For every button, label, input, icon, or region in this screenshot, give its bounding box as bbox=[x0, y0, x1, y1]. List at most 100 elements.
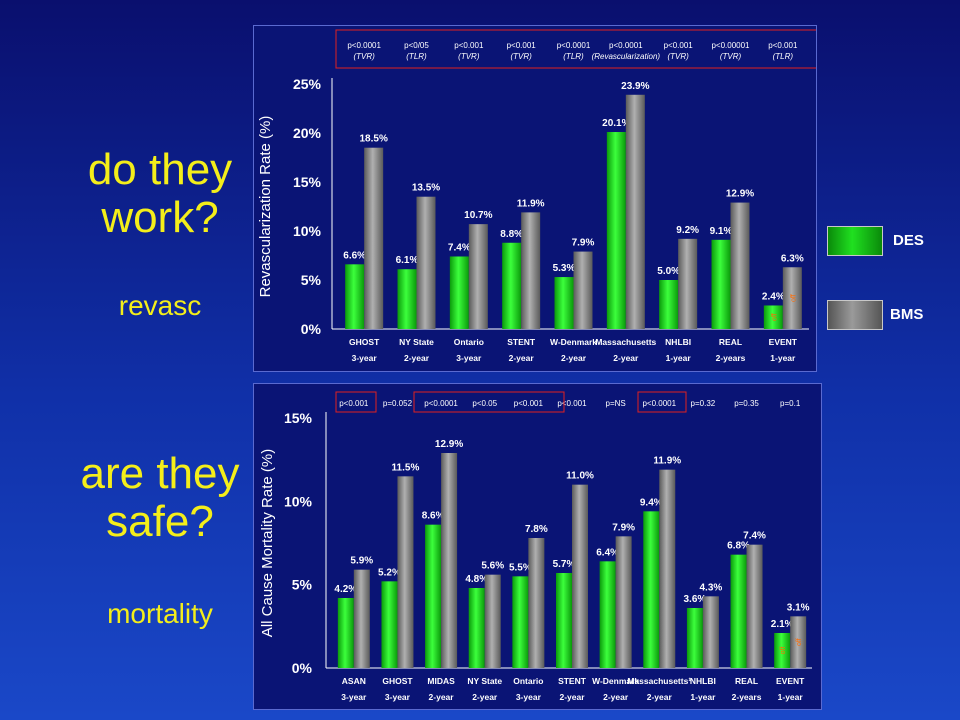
bar-value-label: 8.6% bbox=[422, 511, 445, 522]
x-period-label: 1-year bbox=[666, 353, 692, 363]
p-value-label: p<0.00001 bbox=[711, 41, 750, 50]
x-period-label: 2-year bbox=[603, 692, 629, 702]
bar-value-label: 20.1% bbox=[602, 118, 630, 129]
x-category-label: NHLBI bbox=[665, 337, 691, 347]
p-value-label: p<0.0001 bbox=[609, 41, 643, 50]
bar-value-label: 9.1% bbox=[710, 226, 733, 237]
p-value-label: p<0/05 bbox=[404, 41, 429, 50]
bar-des bbox=[556, 573, 572, 668]
bar-bms bbox=[364, 147, 384, 329]
p-value-highlight-box bbox=[413, 391, 565, 413]
p-value-note: (TVR) bbox=[458, 52, 480, 61]
bar-des bbox=[599, 561, 616, 668]
p-value-note: (TLR) bbox=[773, 52, 794, 61]
bar-value-label: 7.4% bbox=[448, 242, 471, 253]
x-category-label: EVENT bbox=[769, 337, 798, 347]
x-period-label: 3-year bbox=[385, 692, 411, 702]
p-value-label: p<0.001 bbox=[664, 41, 694, 50]
bar-value-label: 7.9% bbox=[572, 238, 595, 249]
bar-value-label: 5.2% bbox=[378, 567, 401, 578]
p-value-highlight-box bbox=[335, 391, 377, 413]
bar-des bbox=[774, 633, 791, 668]
y-tick-label: 0% bbox=[301, 321, 322, 337]
p-value-label: p<0.0001 bbox=[424, 399, 458, 408]
legend-swatch-bms bbox=[827, 300, 883, 330]
bar-value-label: 7.4% bbox=[743, 531, 766, 542]
x-period-label: 2-year bbox=[404, 353, 430, 363]
revasc-label: revasc bbox=[118, 290, 202, 321]
p-value-highlight-box bbox=[637, 391, 687, 413]
bar-value-label: 11.0% bbox=[566, 471, 594, 482]
x-category-label: Ontario bbox=[454, 337, 484, 347]
p-value-label: p<0.0001 bbox=[642, 399, 676, 408]
x-period-label: 2-year bbox=[509, 353, 535, 363]
bar-value-label: 12.9% bbox=[435, 439, 463, 450]
x-period-label: 2-year bbox=[559, 692, 585, 702]
off-annotation: off bbox=[771, 313, 778, 321]
x-category-label: EVENT bbox=[776, 676, 805, 686]
p-value-label: p=0.32 bbox=[691, 399, 716, 408]
p-value-note: (TVR) bbox=[511, 52, 533, 61]
x-period-label: 3-year bbox=[456, 353, 482, 363]
bar-value-label: 6.8% bbox=[727, 541, 750, 552]
legend-label-des: DES bbox=[893, 232, 924, 249]
y-tick-label: 15% bbox=[284, 410, 313, 426]
bar-value-label: 10.7% bbox=[464, 210, 492, 221]
bar-value-label: 5.9% bbox=[350, 556, 373, 567]
x-category-label: NY State bbox=[467, 676, 502, 686]
bar-des bbox=[659, 280, 679, 329]
x-category-label: MIDAS bbox=[427, 676, 455, 686]
bar-value-label: 6.6% bbox=[343, 250, 366, 261]
bar-bms bbox=[615, 536, 632, 668]
bar-bms bbox=[416, 196, 436, 329]
y-tick-label: 15% bbox=[293, 174, 322, 190]
bar-bms bbox=[484, 574, 501, 668]
p-value-label: p=0.052 bbox=[383, 399, 413, 408]
bar-bms bbox=[730, 202, 750, 329]
revasc-chart: Revascularization Rate (%) 0% 5% 10% 15% 20% 2… bbox=[257, 29, 816, 363]
bar-value-label: 4.8% bbox=[465, 574, 488, 585]
bar-bms bbox=[521, 212, 541, 329]
x-period-label: 2-year bbox=[472, 692, 498, 702]
bar-value-label: 5.0% bbox=[657, 266, 680, 277]
p-value-label: p<0.05 bbox=[472, 399, 497, 408]
p-value-label: p<0.0001 bbox=[557, 41, 591, 50]
bar-value-label: 9.2% bbox=[676, 225, 699, 236]
bar-bms bbox=[468, 224, 488, 329]
bar-value-label: 4.2% bbox=[334, 584, 357, 595]
x-category-label: REAL bbox=[735, 676, 758, 686]
p-value-label: p<0.001 bbox=[557, 399, 587, 408]
p-value-label: p=0.35 bbox=[734, 399, 759, 408]
bar-value-label: 2.4% bbox=[762, 291, 785, 302]
bar-des bbox=[643, 511, 660, 668]
bar-value-label: 3.6% bbox=[684, 594, 707, 605]
y-tick-label: 0% bbox=[292, 660, 313, 676]
question-work-heading: do they work? bbox=[87, 145, 233, 242]
y-tick-label: 5% bbox=[301, 272, 322, 288]
x-category-label: NHLBI bbox=[690, 676, 716, 686]
p-value-note: (TVR) bbox=[720, 52, 742, 61]
bar-value-label: 5.7% bbox=[553, 559, 576, 570]
x-period-label: 2-year bbox=[647, 692, 673, 702]
bar-value-label: 9.4% bbox=[640, 497, 663, 508]
bar-bms bbox=[625, 94, 645, 329]
p-value-note: (TLR) bbox=[563, 52, 584, 61]
bar-value-label: 8.8% bbox=[500, 229, 523, 240]
p-value-highlight-box bbox=[335, 29, 816, 69]
x-category-label: W-Denmark bbox=[592, 676, 639, 686]
bar-value-label: 6.4% bbox=[596, 547, 619, 558]
bar-des bbox=[381, 581, 398, 668]
bar-bms bbox=[790, 616, 807, 668]
bar-value-label: 3.1% bbox=[787, 602, 810, 613]
p-value-label: p<0.001 bbox=[514, 399, 544, 408]
y-tick-label: 25% bbox=[293, 76, 322, 92]
x-category-label: ASAN bbox=[342, 676, 366, 686]
x-period-label: 2-years bbox=[732, 692, 762, 702]
bar-des bbox=[686, 608, 703, 668]
bar-des bbox=[711, 239, 731, 329]
y-tick-label: 20% bbox=[293, 125, 322, 141]
x-category-label: REAL bbox=[719, 337, 742, 347]
x-period-label: 2-year bbox=[561, 353, 587, 363]
bar-value-label: 5.3% bbox=[553, 263, 576, 274]
p-value-note: (Revascularization) bbox=[592, 52, 661, 61]
